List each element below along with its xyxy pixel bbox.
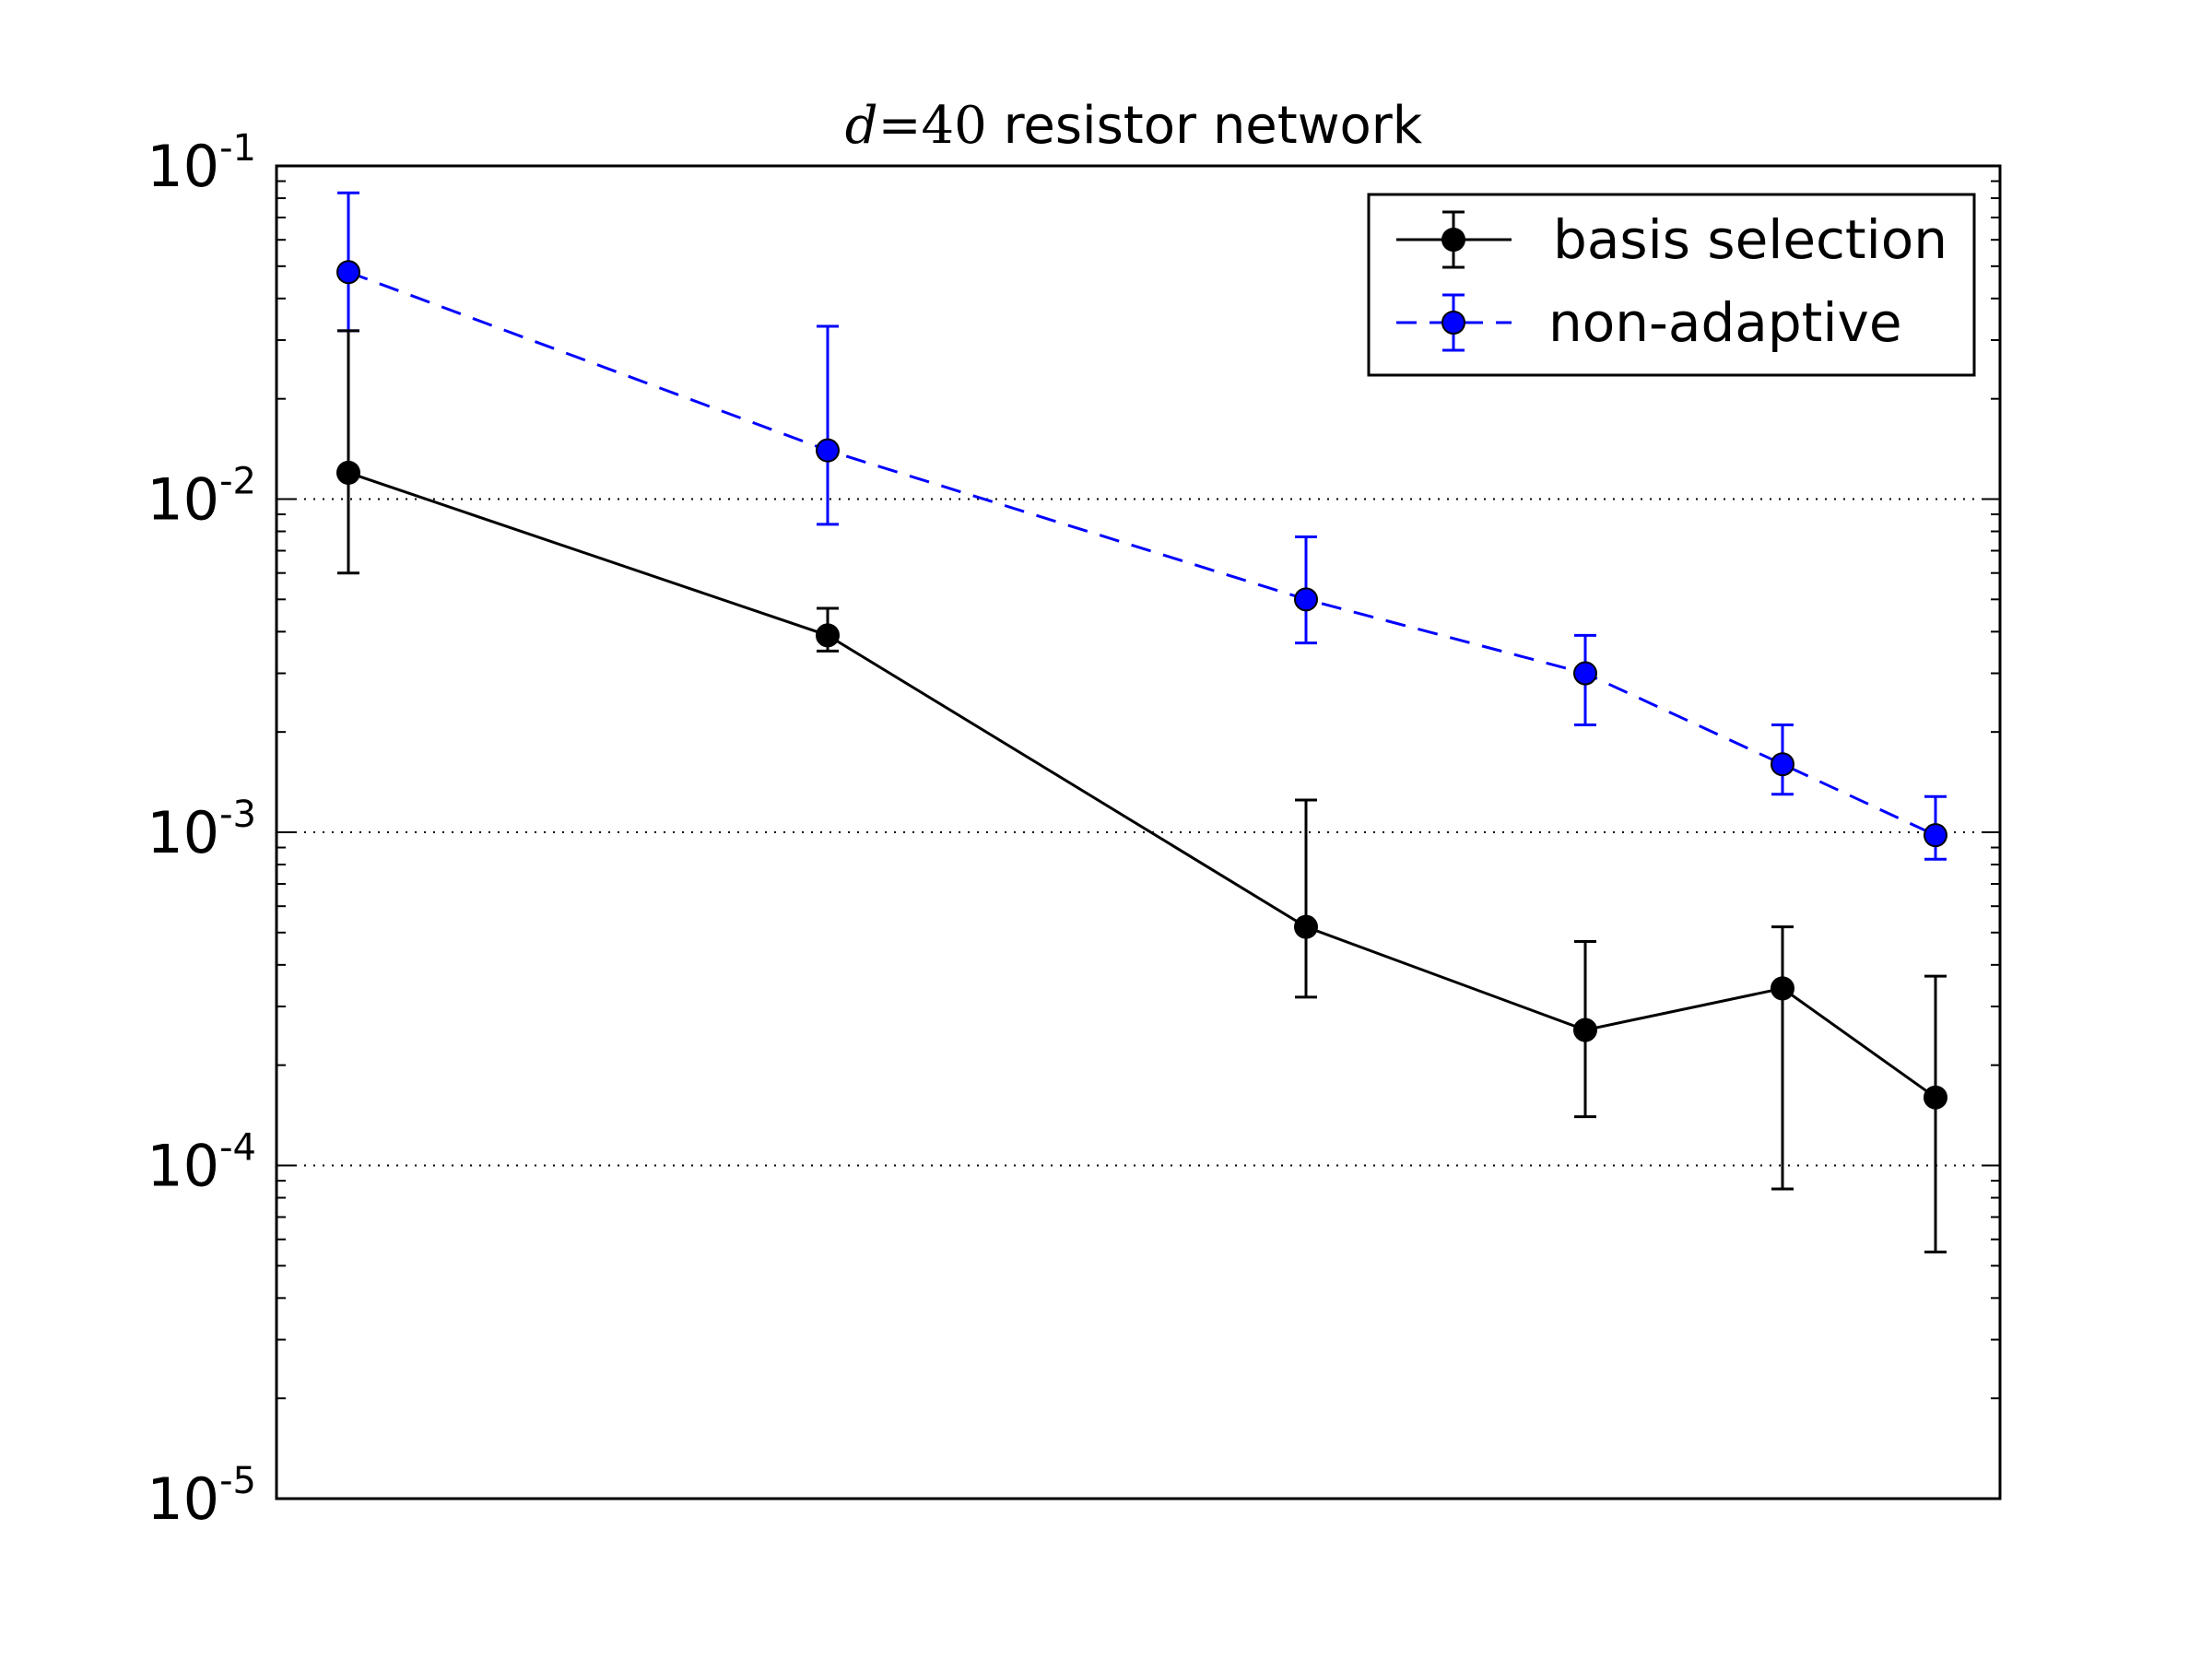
title-math-val: 40: [922, 96, 987, 156]
y-tick-label-exponent: -1: [219, 127, 256, 170]
legend-label: non-adaptive: [1548, 291, 1902, 354]
series-line: [347, 471, 1936, 1099]
grid-lines: [276, 498, 2000, 1167]
y-tick-label-base: 10: [147, 466, 219, 534]
legend-marker: [1441, 228, 1465, 252]
series-0: [336, 329, 1947, 1253]
legend-box: [1367, 193, 1976, 377]
data-point: [1573, 1018, 1597, 1042]
data-point: [1573, 661, 1597, 686]
legend-label: basis selection: [1553, 208, 1947, 271]
minor-ticks: [276, 180, 2000, 1400]
y-tick-label-exponent: -4: [219, 1127, 256, 1170]
data-point: [1924, 1085, 1947, 1110]
series-line: [347, 270, 1936, 837]
title-math-var: d: [845, 96, 878, 156]
y-tick-label-exponent: -3: [219, 794, 256, 836]
data-point: [816, 438, 840, 463]
y-axis-ticks: 10-510-410-310-210-1: [147, 127, 2000, 1533]
y-tick-label: 10-3: [147, 794, 256, 866]
y-tick-label-base: 10: [147, 799, 219, 866]
y-tick-label-exponent: -5: [219, 1460, 256, 1502]
y-tick-label: 10-2: [147, 461, 256, 534]
y-tick-label: 10-4: [147, 1127, 256, 1200]
data-point: [816, 623, 840, 648]
data-point: [1771, 976, 1794, 1001]
data-point: [1294, 587, 1318, 612]
y-tick-label-base: 10: [147, 1465, 219, 1533]
legend-marker: [1441, 311, 1465, 335]
title-text: resistor network: [987, 96, 1423, 156]
data-point: [1924, 823, 1947, 848]
legend-entry-1: non-adaptive: [1396, 291, 1902, 354]
series-layer: [336, 191, 1947, 1253]
legend: basis selection non-adaptive: [1367, 193, 1976, 377]
data-point: [1771, 752, 1794, 777]
y-tick-label-base: 10: [147, 1133, 219, 1200]
series-1: [336, 191, 1947, 861]
data-point: [336, 460, 360, 485]
data-point: [336, 260, 360, 285]
y-tick-label: 10-5: [147, 1460, 256, 1533]
legend-entries: basis selection non-adaptive: [1396, 208, 1947, 354]
data-point: [1294, 914, 1318, 939]
title-math-eq: =: [878, 96, 922, 156]
legend-entry-0: basis selection: [1396, 208, 1947, 271]
y-tick-label-exponent: -2: [219, 461, 256, 503]
y-tick-label-base: 10: [147, 133, 219, 200]
y-tick-label: 10-1: [147, 127, 256, 200]
chart-title: d=40 resistor network: [845, 96, 1423, 156]
